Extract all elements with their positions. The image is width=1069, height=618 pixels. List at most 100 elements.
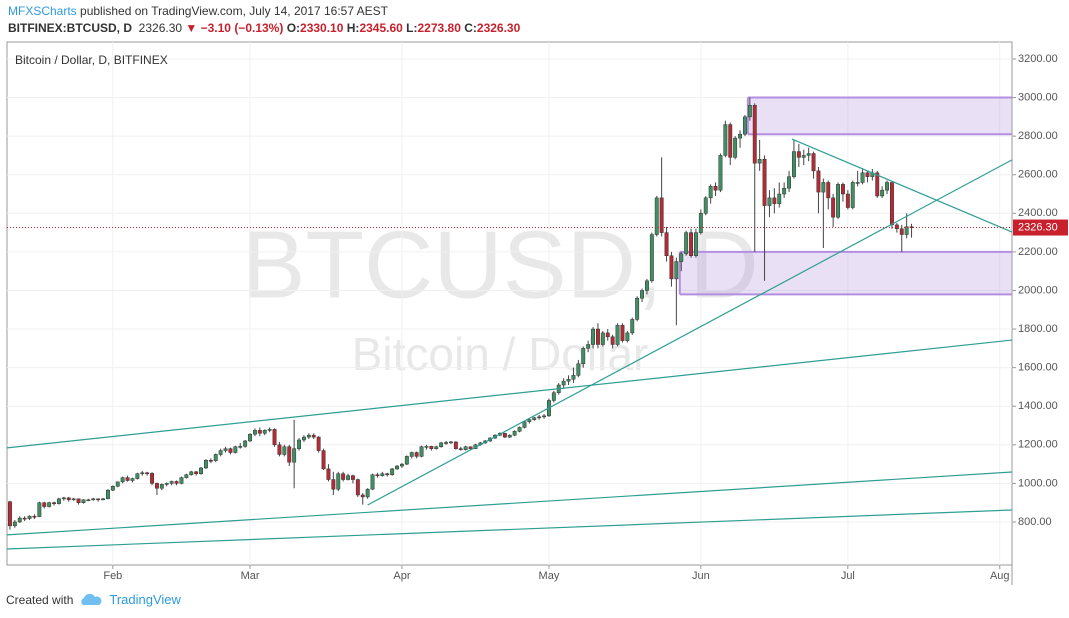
candle-body xyxy=(110,486,115,491)
candle-body xyxy=(600,332,605,345)
y-tick-label: 2800.00 xyxy=(1018,130,1058,142)
candle-body xyxy=(233,446,238,453)
candle-body xyxy=(698,213,703,233)
candle-body xyxy=(718,155,723,191)
candle-body xyxy=(566,378,571,382)
candle-body xyxy=(816,170,821,193)
candle-body xyxy=(355,479,360,496)
candle-body xyxy=(679,253,684,262)
candle-body xyxy=(860,172,865,183)
x-tick-label: Feb xyxy=(103,570,122,582)
candle-body xyxy=(277,444,282,455)
x-tick-label: Mar xyxy=(241,570,260,582)
candle-body xyxy=(537,416,542,419)
candle-body xyxy=(199,467,203,474)
y-tick-label: 1600.00 xyxy=(1018,362,1058,374)
candle-body xyxy=(595,328,600,345)
candle-body xyxy=(855,182,860,184)
candle-body xyxy=(429,446,434,449)
candle-body xyxy=(414,452,419,457)
candle-body xyxy=(86,499,91,502)
candle-body xyxy=(782,187,787,195)
y-tick-label: 1400.00 xyxy=(1018,400,1058,412)
candle-body xyxy=(777,193,782,204)
candle-body xyxy=(571,375,576,380)
candle-body xyxy=(757,159,762,164)
candle-body xyxy=(409,452,414,457)
last-price-label: 2326.30 xyxy=(1018,221,1058,233)
candle-body xyxy=(365,488,370,498)
candle-body xyxy=(267,429,272,431)
ohlc-label: O: xyxy=(286,21,301,35)
trend-line xyxy=(6,339,1013,449)
trend-line xyxy=(6,509,1013,550)
candle-body xyxy=(880,189,885,197)
candle-body xyxy=(894,224,899,229)
candle-body xyxy=(424,446,429,448)
candle-body xyxy=(66,497,71,501)
candle-body xyxy=(248,433,252,442)
footer: Created with TradingView xyxy=(6,592,181,607)
candle-body xyxy=(831,197,836,218)
candle-body xyxy=(654,197,659,235)
candle-body xyxy=(703,197,708,214)
symbol: BITFINEX:BTCUSD, D xyxy=(8,21,132,35)
candle-body xyxy=(218,450,223,455)
candle-body xyxy=(630,319,635,334)
candle-body xyxy=(360,494,365,498)
ohlc-label: C: xyxy=(464,21,477,35)
candle-body xyxy=(184,474,189,478)
candle-body xyxy=(693,232,698,257)
candle-body xyxy=(145,472,150,475)
publisher[interactable]: MFXSCharts xyxy=(8,4,77,18)
candle-body xyxy=(321,450,326,470)
logo[interactable] xyxy=(79,593,103,607)
candle-body xyxy=(850,182,855,208)
candle-body xyxy=(615,324,620,345)
y-tick-label: 3000.00 xyxy=(1018,91,1058,103)
ohlc-label: H: xyxy=(346,21,360,35)
published: published on TradingView.com, July 14, 2… xyxy=(80,4,389,18)
candle-body xyxy=(448,441,453,444)
candle-body xyxy=(811,153,816,172)
candle-body xyxy=(130,478,135,481)
candle-body xyxy=(728,124,733,158)
candle-body xyxy=(586,344,591,349)
ohlc: O:2330.10 H:2345.60 L:2273.80 C:2326.30 xyxy=(287,21,521,35)
candle-body xyxy=(52,502,56,504)
candle-body xyxy=(444,442,448,444)
candle-body xyxy=(370,474,375,490)
candle-body xyxy=(889,182,894,226)
candle-body xyxy=(904,226,909,235)
brand[interactable]: TradingView xyxy=(109,592,181,607)
candle-body xyxy=(213,454,218,461)
chart-title: Bitcoin / Dollar, D, BITFINEX xyxy=(15,53,168,67)
candle-body xyxy=(684,232,689,255)
header: MFXSCharts published on TradingView.com,… xyxy=(8,3,520,37)
candle-body xyxy=(644,280,649,291)
ohlc-label: L: xyxy=(406,21,418,35)
y-tick-label: 3200.00 xyxy=(1018,53,1058,65)
candle-body xyxy=(875,172,880,197)
candle-body xyxy=(311,434,316,438)
candle-body xyxy=(767,197,772,206)
candle-body xyxy=(331,479,336,490)
candle-body xyxy=(12,521,17,527)
candle-body xyxy=(27,515,32,519)
candle-body xyxy=(899,228,904,235)
y-tick-label: 2600.00 xyxy=(1018,169,1058,181)
candle-body xyxy=(341,473,346,480)
candle-body xyxy=(517,427,522,432)
candle-body xyxy=(262,430,267,434)
candle-body xyxy=(42,502,47,507)
candle-body xyxy=(282,446,287,455)
candle-body xyxy=(169,481,174,484)
candle-body xyxy=(723,124,728,156)
candle-body xyxy=(791,151,796,177)
candle-body xyxy=(91,498,96,501)
candle-body xyxy=(135,473,140,479)
candle-body xyxy=(81,499,86,503)
y-tick-label: 2200.00 xyxy=(1018,246,1058,258)
